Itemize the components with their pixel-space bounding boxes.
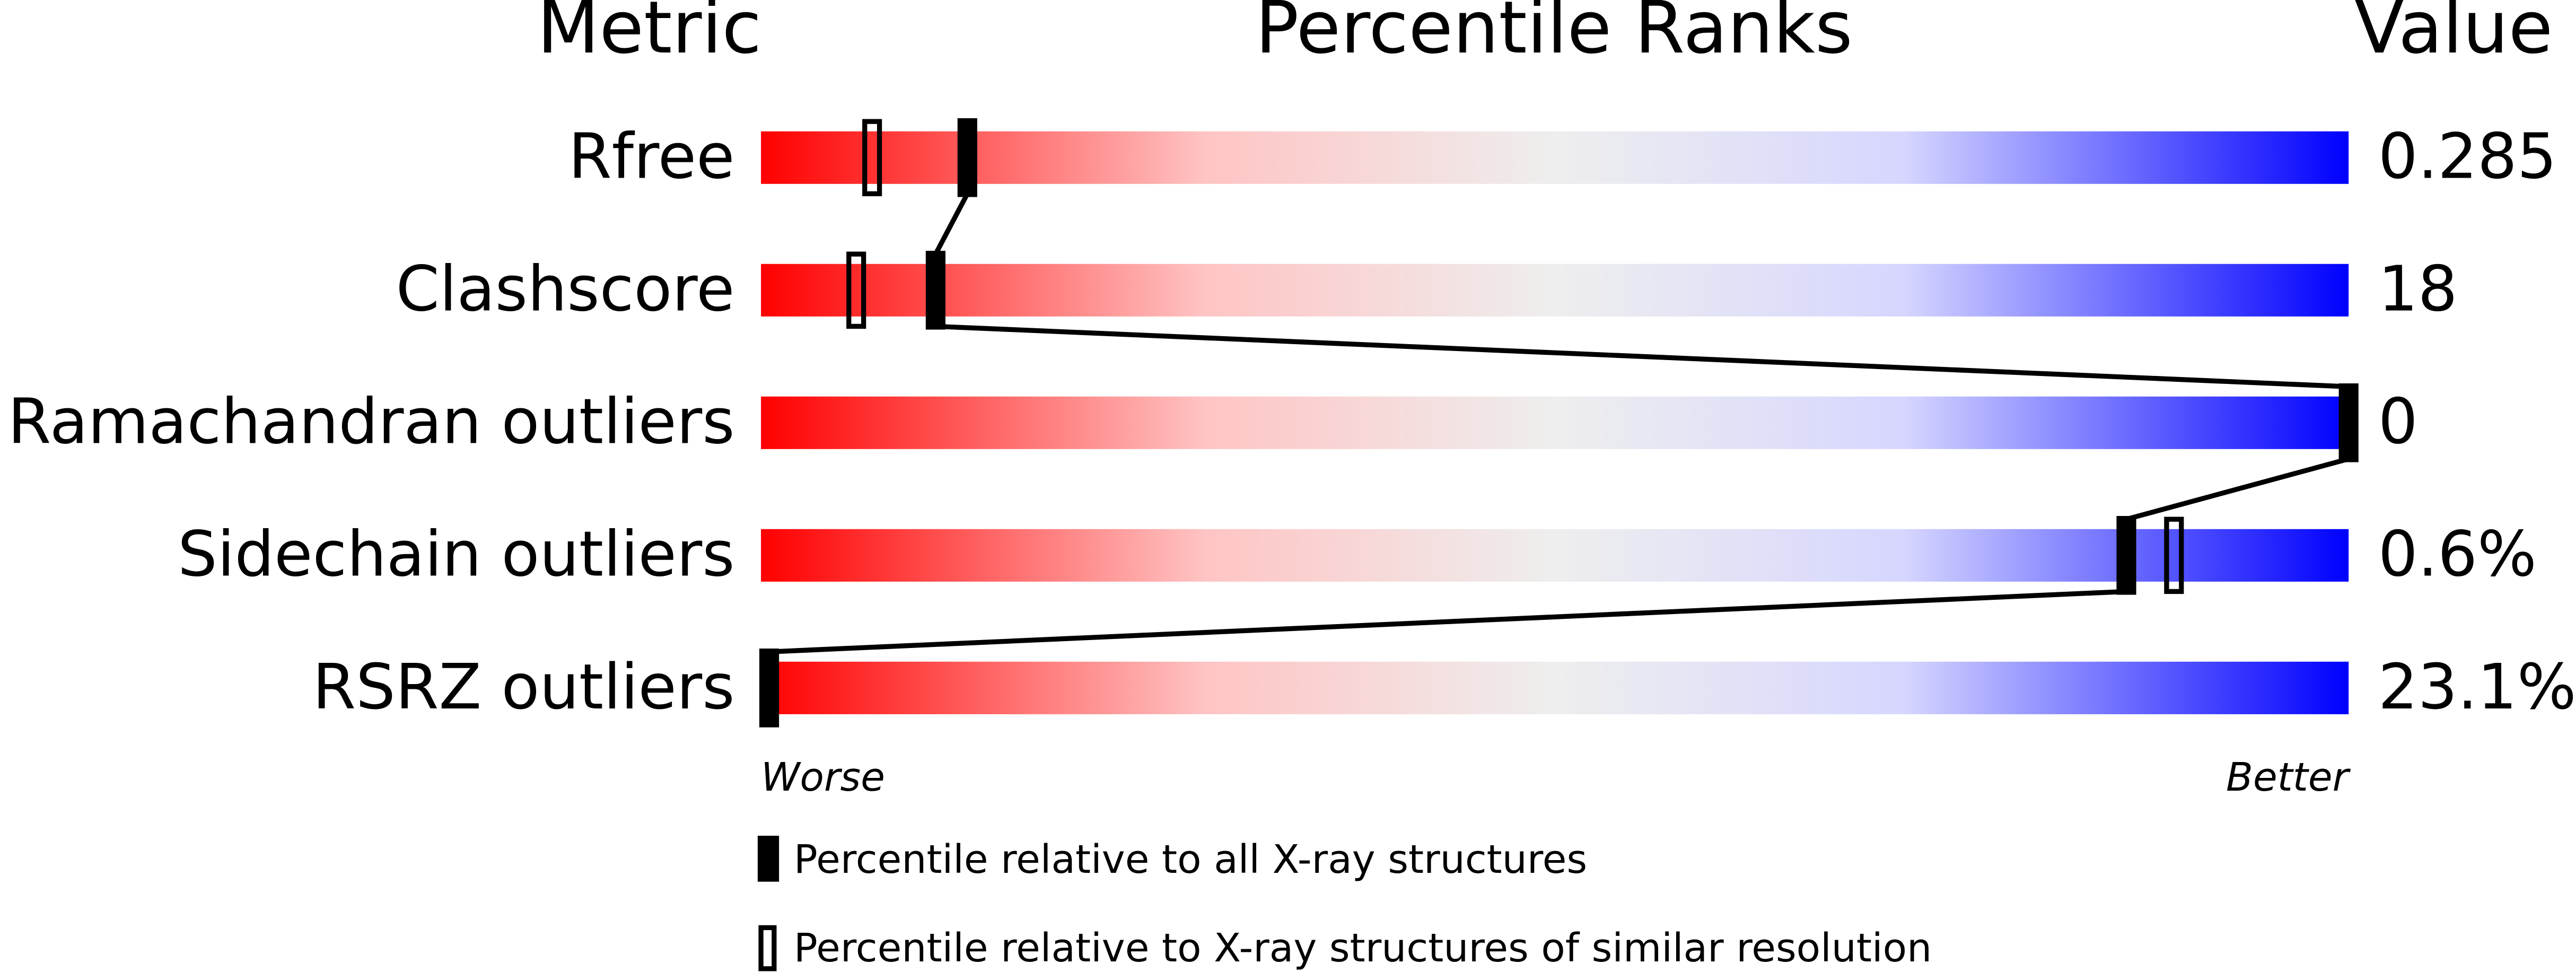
percentile-marker-open (846, 251, 866, 329)
legend-swatch (757, 836, 779, 882)
metric-value: 0 (2378, 386, 2418, 458)
percentile-marker (2116, 516, 2136, 595)
legend-label: Percentile relative to all X-ray structu… (794, 836, 1587, 882)
connector (2125, 456, 2350, 522)
percentile-bar (761, 529, 2349, 582)
legend-label: Percentile relative to X-ray structures … (794, 925, 1932, 971)
percentile-marker (759, 649, 779, 728)
metric-value: 0.6% (2378, 518, 2537, 591)
percentile-marker-open (862, 119, 882, 197)
connector (935, 323, 2349, 389)
percentile-marker (925, 250, 946, 330)
header-percentile: Percentile Ranks (1255, 0, 1853, 70)
metric-label: Rfree (568, 120, 735, 193)
worse-label: Worse (761, 754, 885, 800)
metric-value: 23.1% (2378, 651, 2576, 723)
metric-value: 0.285 (2378, 120, 2557, 193)
header-value: Value (2354, 0, 2553, 70)
metric-label: Sidechain outliers (178, 518, 734, 591)
percentile-marker-open (2164, 516, 2184, 594)
metric-label: Clashscore (396, 253, 735, 326)
connector (933, 192, 970, 256)
percentile-bar (761, 131, 2349, 184)
percentile-marker (957, 118, 977, 197)
metric-label: Ramachandran outliers (8, 386, 735, 458)
metric-value: 18 (2378, 253, 2458, 326)
metric-label: RSRZ outliers (312, 651, 734, 723)
percentile-bar (761, 396, 2349, 449)
percentile-bar (761, 264, 2349, 317)
percentile-marker (2338, 383, 2359, 462)
better-label: Better (2226, 754, 2351, 800)
connector (769, 589, 2127, 654)
header-metric: Metric (537, 0, 761, 70)
legend-swatch (758, 925, 777, 971)
percentile-bar (761, 661, 2349, 714)
